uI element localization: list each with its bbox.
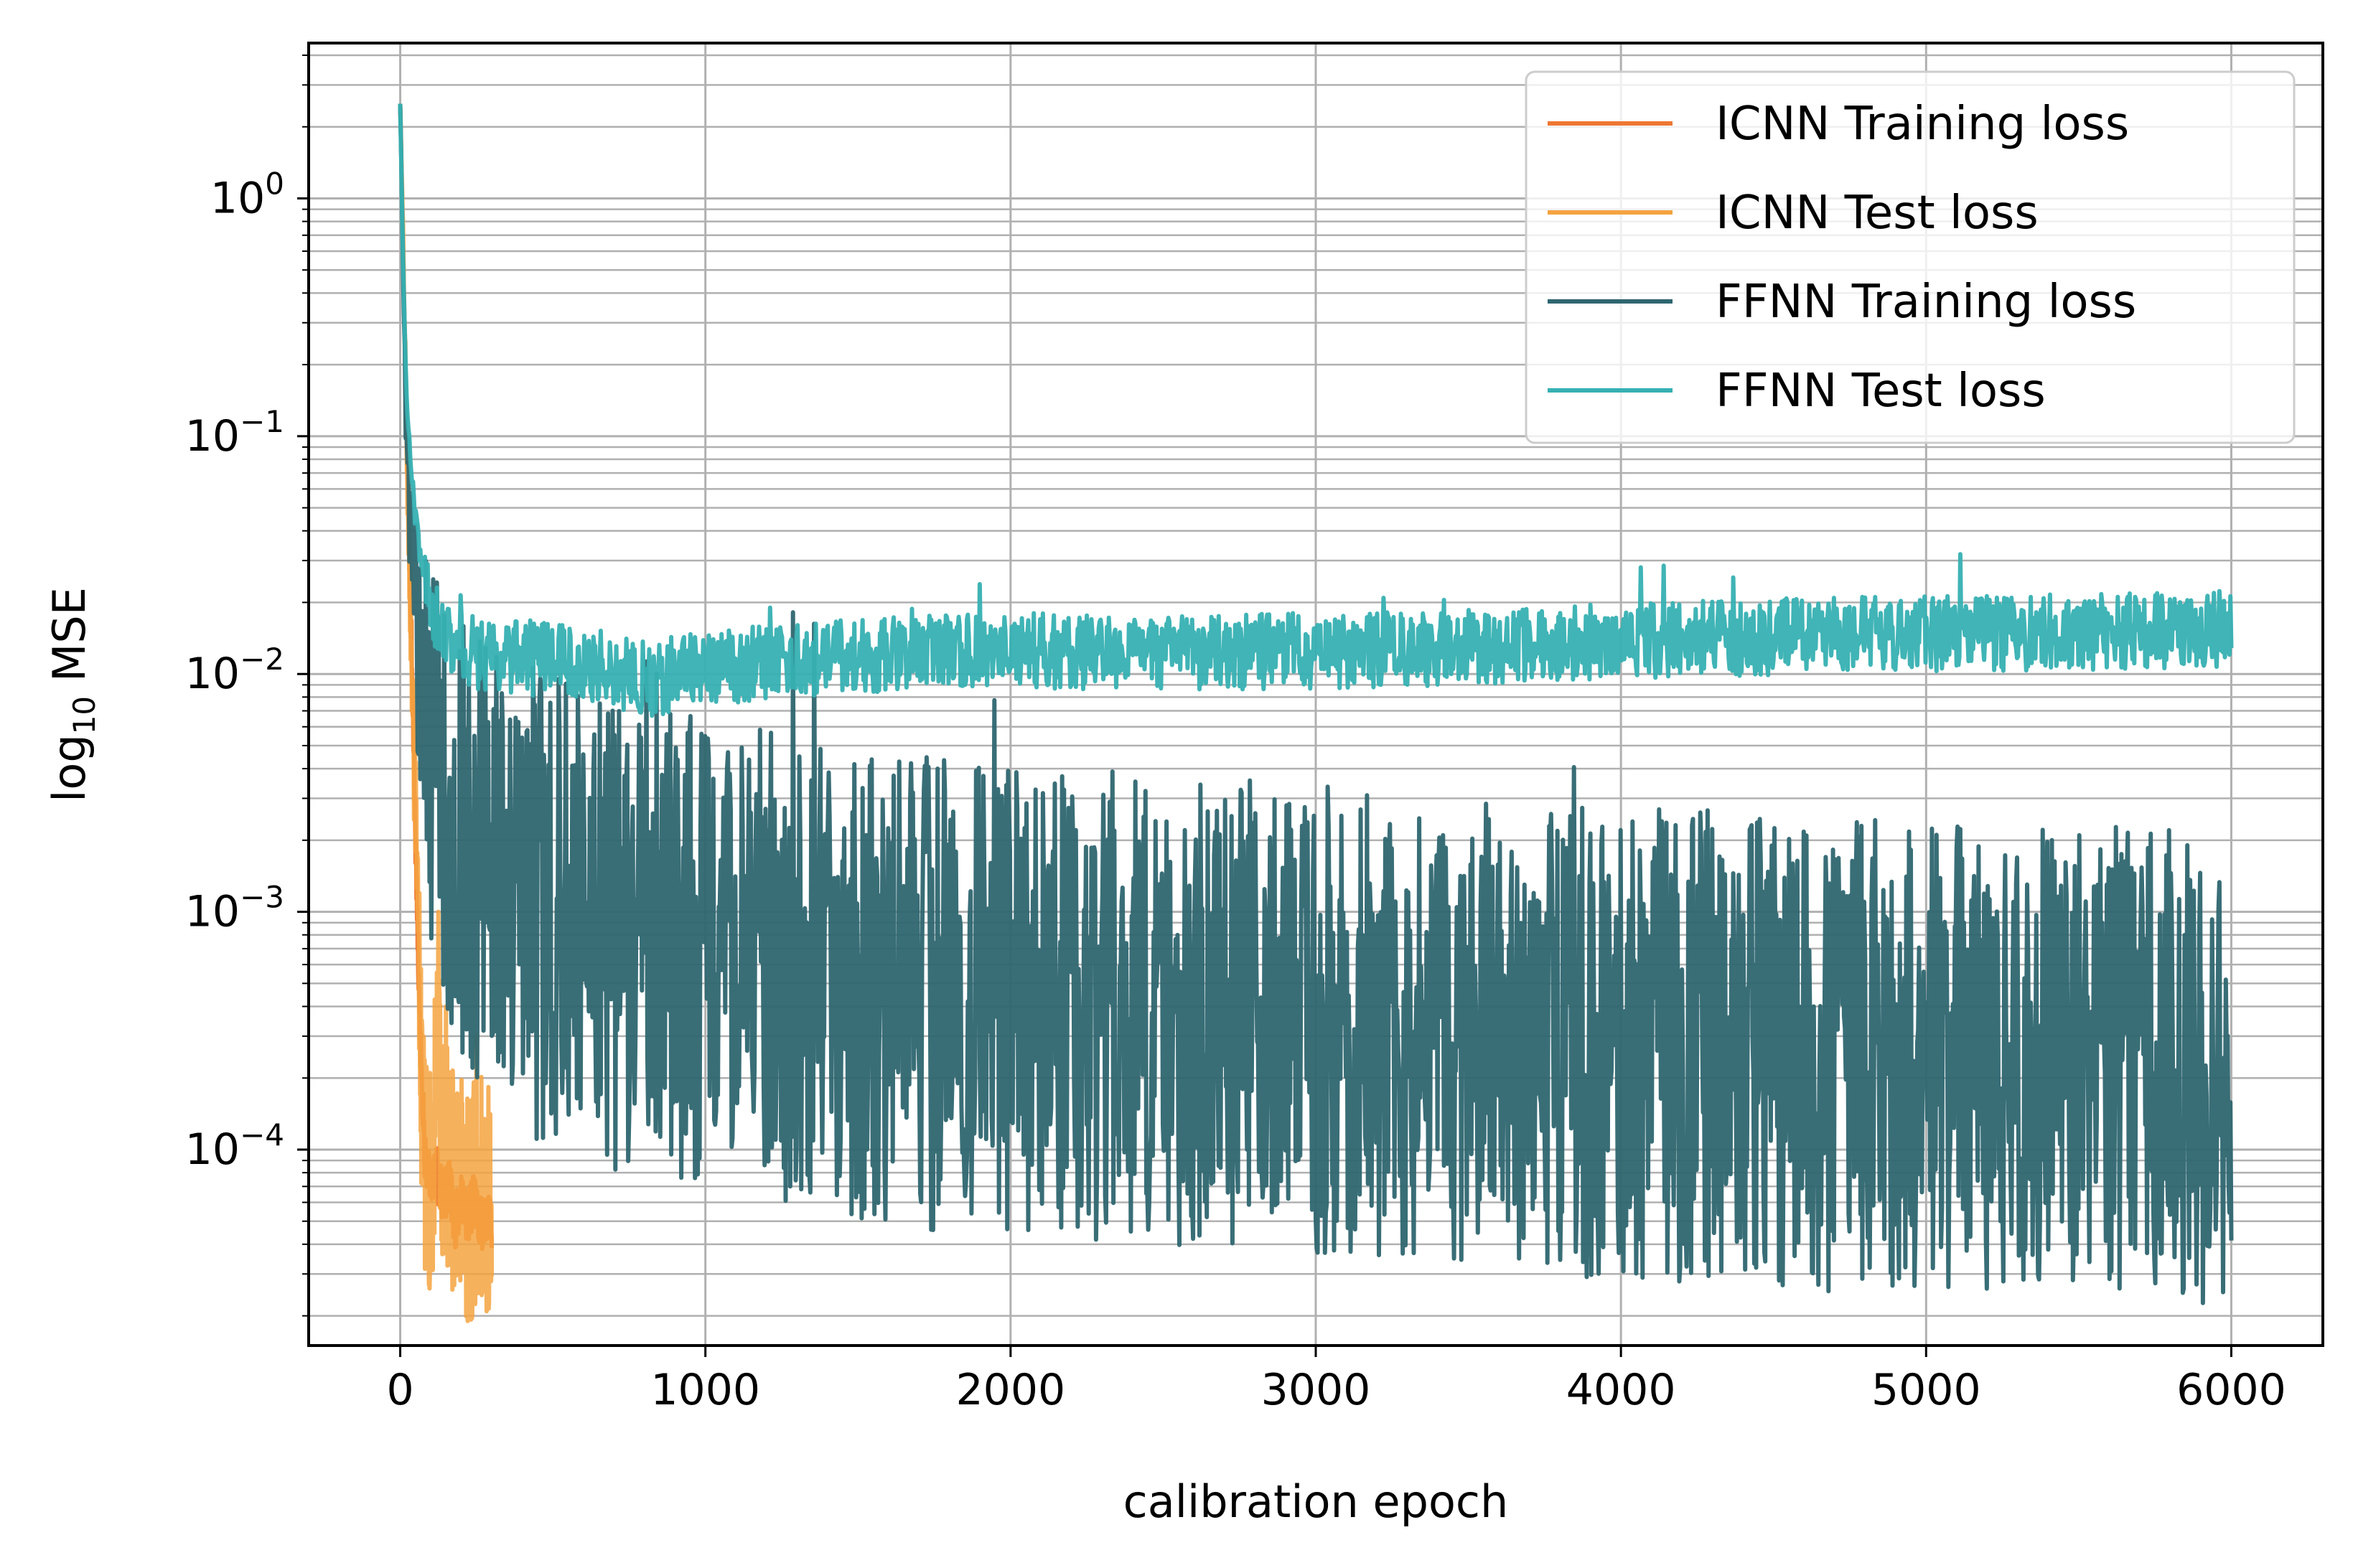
y-tick-label: 10−4 xyxy=(185,1117,284,1175)
y-tick-label-base: 10 xyxy=(210,173,265,223)
legend-label: ICNN Training loss xyxy=(1716,98,2129,151)
legend: ICNN Training loss ICNN Test loss FFNN Tra… xyxy=(1525,70,2296,444)
y-tick-label: 100 xyxy=(210,166,284,223)
series-line-3 xyxy=(398,103,2234,1305)
legend-items: ICNN Training loss ICNN Test loss FFNN Tra… xyxy=(1548,98,2136,418)
y-tick-label-base: 10 xyxy=(185,887,240,937)
x-tick-label: 5000 xyxy=(1871,1365,1981,1415)
x-tick-label: 1000 xyxy=(650,1365,760,1415)
x-tick-label: 4000 xyxy=(1566,1365,1676,1415)
legend-label: FFNN Test loss xyxy=(1716,365,2046,418)
y-axis-label-base: log xyxy=(43,734,95,802)
y-tick-label-exponent: −1 xyxy=(240,404,284,439)
legend-label: FFNN Training loss xyxy=(1716,276,2136,329)
y-tick-label-base: 10 xyxy=(185,1125,240,1175)
x-tick-label: 2000 xyxy=(955,1365,1065,1415)
y-axis-label-sub: 10 xyxy=(67,696,102,734)
y-tick-label-base: 10 xyxy=(185,411,240,461)
legend-frame xyxy=(1525,70,2296,444)
y-tick-label-exponent: 0 xyxy=(265,166,284,201)
y-tick-label-exponent: −4 xyxy=(240,1117,284,1152)
y-tick-label: 10−3 xyxy=(185,880,284,937)
legend-label: ICNN Test loss xyxy=(1716,187,2039,240)
y-tick-label-exponent: −2 xyxy=(240,642,284,677)
x-tick-label: 6000 xyxy=(2176,1365,2286,1415)
y-tick-label: 10−1 xyxy=(185,404,284,461)
x-axis-label: calibration epoch xyxy=(1123,1475,1509,1528)
series-lines xyxy=(398,103,2234,1323)
y-tick-label-exponent: −3 xyxy=(240,880,284,915)
series-line-4 xyxy=(398,103,2234,718)
x-tick-label: 0 xyxy=(386,1365,413,1415)
y-axis-label-rest: MSE xyxy=(43,587,95,696)
y-axis-label: log10 MSE xyxy=(43,587,102,802)
x-tick-label: 3000 xyxy=(1261,1365,1371,1415)
y-tick-label: 10−2 xyxy=(185,642,284,699)
y-tick-label-base: 10 xyxy=(185,649,240,699)
x-axis-ticks: 0 1000 2000 3000 4000 5000 6000 xyxy=(386,1346,2286,1415)
